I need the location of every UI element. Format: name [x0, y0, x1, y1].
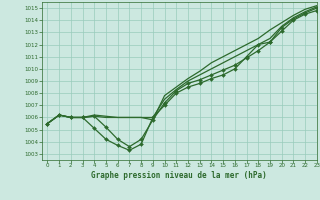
X-axis label: Graphe pression niveau de la mer (hPa): Graphe pression niveau de la mer (hPa) [91, 171, 267, 180]
